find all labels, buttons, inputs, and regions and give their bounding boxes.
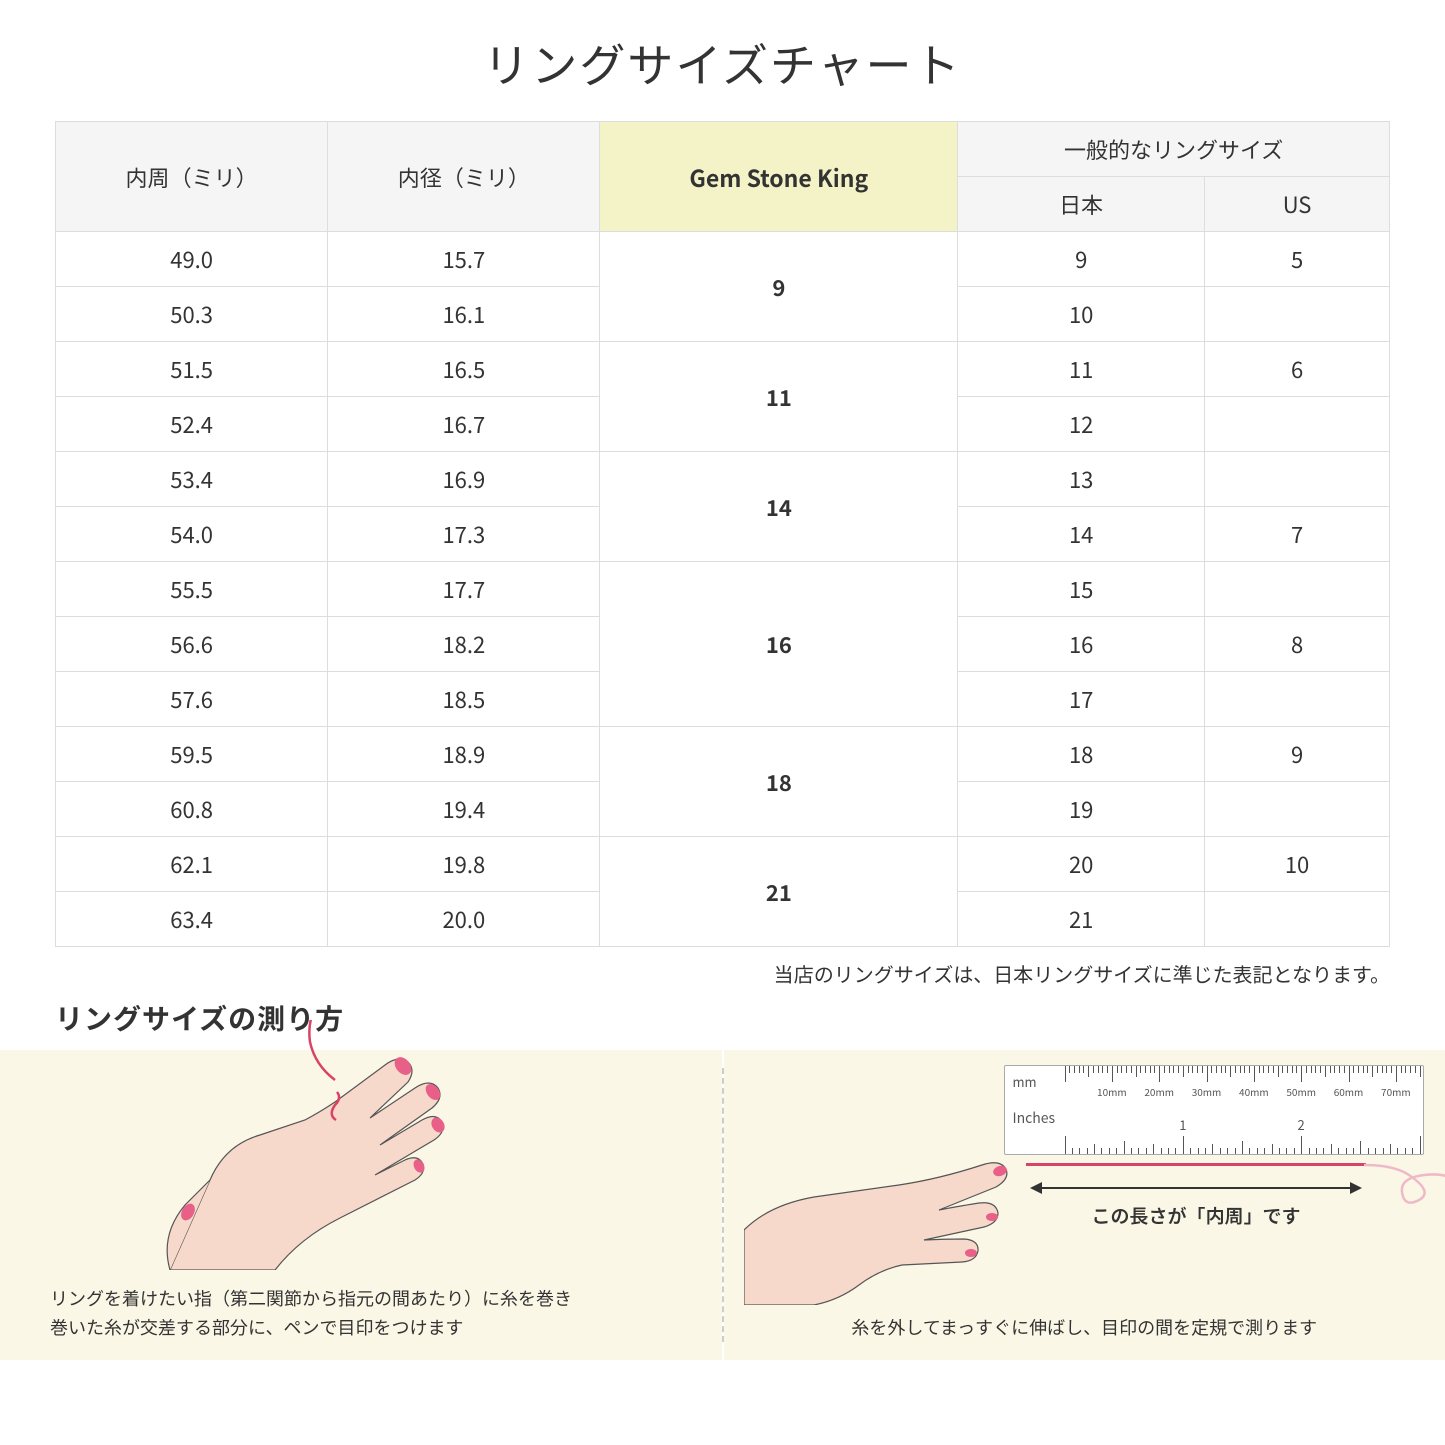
ruler-icon: mm Inches 10mm20mm30mm40mm50mm60mm70mm 1… — [1004, 1065, 1424, 1155]
arrow-label: この長さが「内周」です — [1024, 1202, 1369, 1229]
col-diameter: 内径（ミリ） — [328, 122, 600, 232]
col-circumference: 内周（ミリ） — [56, 122, 328, 232]
col-jp: 日本 — [958, 177, 1205, 232]
measurement-arrow — [1032, 1187, 1360, 1189]
caption-wrap: リングを着けたい指（第二関節から指元の間あたり）に糸を巻き巻いた糸が交差する部分… — [50, 1284, 672, 1342]
table-row: 53.416.91413 — [56, 452, 1390, 507]
ring-size-table: 内周（ミリ） 内径（ミリ） Gem Stone King 一般的なリングサイズ … — [55, 121, 1390, 947]
table-row: 49.015.7995 — [56, 232, 1390, 287]
hand-measure-icon — [744, 1135, 1024, 1305]
col-us: US — [1205, 177, 1390, 232]
col-gsk: Gem Stone King — [600, 122, 958, 232]
table-row: 59.518.918189 — [56, 727, 1390, 782]
table-row: 55.517.71615 — [56, 562, 1390, 617]
measure-panel-wrap: リングを着けたい指（第二関節から指元の間あたり）に糸を巻き巻いた糸が交差する部分… — [0, 1050, 722, 1360]
measure-panel-measure: mm Inches 10mm20mm30mm40mm50mm60mm70mm 1… — [724, 1050, 1445, 1360]
table-row: 51.516.511116 — [56, 342, 1390, 397]
size-note: 当店のリングサイズは、日本リングサイズに準じた表記となります。 — [0, 947, 1445, 988]
table-row: 62.119.8212010 — [56, 837, 1390, 892]
hand-wrap-icon — [140, 1020, 480, 1270]
measure-instructions: リングを着けたい指（第二関節から指元の間あたり）に糸を巻き巻いた糸が交差する部分… — [0, 1050, 1445, 1360]
ruler-in-label: Inches — [1013, 1108, 1056, 1128]
thread-line — [1026, 1163, 1366, 1166]
ruler-mm-label: mm — [1013, 1072, 1037, 1091]
thread-curl-icon — [1364, 1140, 1445, 1210]
size-chart-container: 内周（ミリ） 内径（ミリ） Gem Stone King 一般的なリングサイズ … — [0, 121, 1445, 947]
page-title: リングサイズチャート — [0, 0, 1445, 121]
col-common: 一般的なリングサイズ — [958, 122, 1390, 177]
caption-measure: 糸を外してまっすぐに伸ばし、目印の間を定規で測ります — [774, 1313, 1396, 1342]
